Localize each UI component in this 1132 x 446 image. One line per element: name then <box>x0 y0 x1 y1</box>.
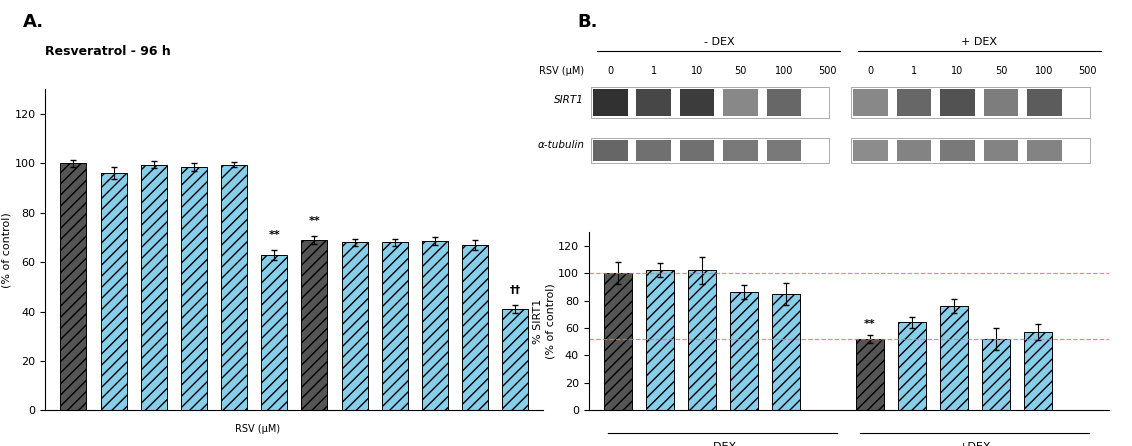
Y-axis label: Cell viability
(% of control): Cell viability (% of control) <box>0 212 11 288</box>
Text: ††: †† <box>509 285 521 295</box>
Bar <box>1024 332 1052 410</box>
Bar <box>941 306 968 410</box>
Text: B.: B. <box>577 13 598 31</box>
Bar <box>591 87 830 118</box>
Bar <box>940 89 975 116</box>
Text: 500: 500 <box>818 66 837 76</box>
Text: + DEX: + DEX <box>961 37 997 47</box>
Bar <box>1027 140 1062 161</box>
Text: 0: 0 <box>607 66 614 76</box>
Bar <box>766 89 801 116</box>
Text: SIRT1: SIRT1 <box>555 95 584 105</box>
Text: 1: 1 <box>651 66 657 76</box>
Text: 100: 100 <box>774 66 794 76</box>
Bar <box>1027 89 1062 116</box>
Text: 1: 1 <box>911 66 917 76</box>
Bar <box>897 140 932 161</box>
Text: 10: 10 <box>951 66 963 76</box>
Text: 50: 50 <box>995 66 1007 76</box>
Bar <box>723 140 757 161</box>
Text: α-tubulin: α-tubulin <box>538 140 584 150</box>
Bar <box>723 89 757 116</box>
Bar <box>772 293 799 410</box>
Bar <box>679 89 714 116</box>
Bar <box>897 89 932 116</box>
Bar <box>984 89 1019 116</box>
Bar <box>593 89 627 116</box>
Bar <box>851 87 1090 118</box>
Text: Resveratrol - 96 h: Resveratrol - 96 h <box>45 45 171 58</box>
Text: -DEX: -DEX <box>710 442 737 446</box>
Bar <box>503 309 529 410</box>
Text: - DEX: - DEX <box>703 37 735 47</box>
Text: 0: 0 <box>867 66 874 76</box>
Text: +DEX: +DEX <box>959 442 992 446</box>
Bar <box>342 242 368 410</box>
Bar <box>591 138 830 163</box>
Bar <box>983 339 1010 410</box>
Text: **: ** <box>268 230 280 240</box>
Bar <box>688 270 715 410</box>
Bar <box>984 140 1019 161</box>
Bar <box>593 140 627 161</box>
Bar <box>60 163 86 410</box>
Bar <box>636 140 671 161</box>
Text: **: ** <box>309 216 320 226</box>
Bar <box>381 242 408 410</box>
Bar <box>221 165 247 410</box>
Text: **: ** <box>864 319 876 329</box>
Bar <box>730 292 757 410</box>
Bar <box>301 240 327 410</box>
Bar <box>854 140 887 161</box>
Bar <box>101 173 127 410</box>
Bar <box>679 140 714 161</box>
Bar <box>462 245 488 410</box>
Bar <box>261 255 288 410</box>
Y-axis label: % SIRT1
(% of control): % SIRT1 (% of control) <box>533 283 555 359</box>
Text: 10: 10 <box>691 66 703 76</box>
Text: A.: A. <box>23 13 44 31</box>
Text: 50: 50 <box>735 66 747 76</box>
Bar <box>140 165 166 410</box>
Bar <box>604 273 632 410</box>
Bar <box>646 270 674 410</box>
Bar <box>422 241 448 410</box>
Bar <box>854 89 887 116</box>
Bar <box>766 140 801 161</box>
Bar <box>899 322 926 410</box>
Bar <box>940 140 975 161</box>
Bar <box>851 138 1090 163</box>
Text: RSV (μM): RSV (μM) <box>539 66 584 76</box>
Text: 500: 500 <box>1079 66 1097 76</box>
Bar <box>181 167 207 410</box>
Bar <box>856 339 884 410</box>
Bar <box>636 89 671 116</box>
Text: RSV (μM): RSV (μM) <box>234 424 280 434</box>
Text: 100: 100 <box>1035 66 1054 76</box>
